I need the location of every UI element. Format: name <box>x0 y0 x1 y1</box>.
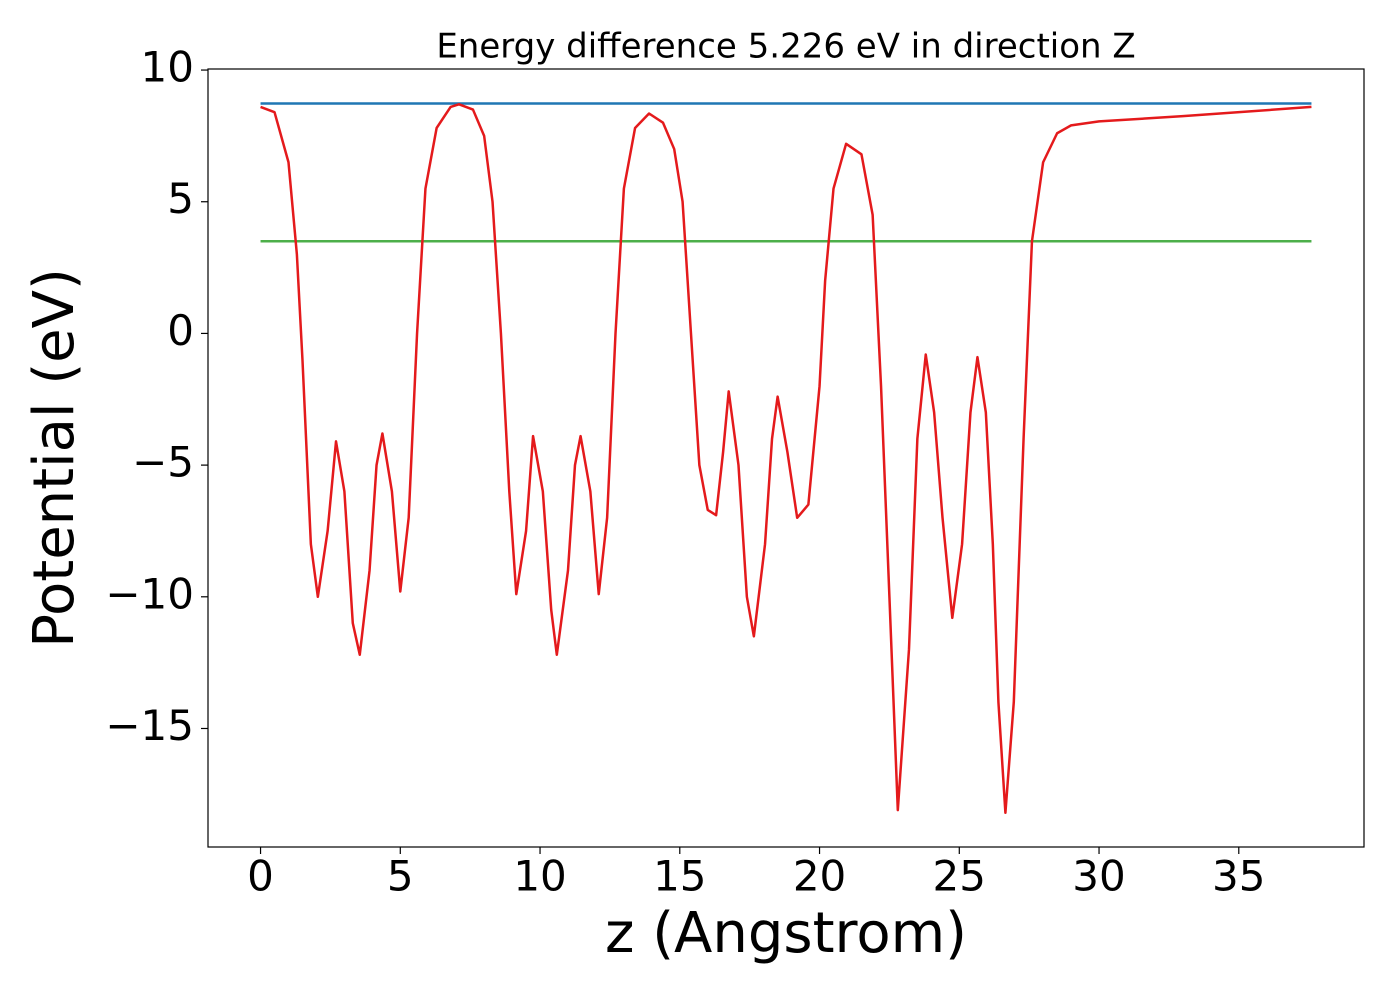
y-tick-label: 0 <box>167 306 194 355</box>
x-tick-label: 15 <box>653 852 706 901</box>
x-tick-label: 35 <box>1212 852 1265 901</box>
plot-frame <box>207 68 1365 848</box>
x-tick-label: 10 <box>513 852 566 901</box>
y-tick-label: −5 <box>132 438 194 487</box>
x-tick-label: 20 <box>793 852 846 901</box>
y-tick-label: 10 <box>141 43 194 92</box>
y-tick-label: 5 <box>167 174 194 223</box>
x-axis-label: z (Angstrom) <box>605 901 967 966</box>
chart-title: Energy difference 5.226 eV in direction … <box>436 27 1135 67</box>
x-tick-label: 0 <box>247 852 274 901</box>
y-tick-label: −10 <box>105 569 194 618</box>
x-tick-label: 25 <box>933 852 986 901</box>
y-tick-label: −15 <box>105 701 194 750</box>
x-tick-label: 30 <box>1072 852 1125 901</box>
y-axis-label: Potential (eV) <box>22 268 87 648</box>
series-line <box>260 103 1312 815</box>
x-tick-label: 5 <box>387 852 414 901</box>
